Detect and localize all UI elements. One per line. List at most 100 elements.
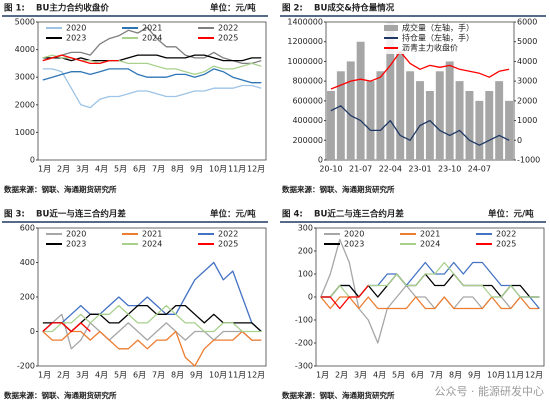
x-tick-label: 5月 bbox=[114, 165, 127, 174]
y2-tick-label: 0 bbox=[517, 136, 522, 145]
series-line bbox=[320, 238, 540, 344]
legend-label: 2021 bbox=[142, 230, 162, 239]
y-tick-label: 800000 bbox=[292, 77, 323, 86]
y-tick-label: 100 bbox=[298, 270, 313, 279]
y-tick-label: 200000 bbox=[292, 136, 323, 145]
y2-tick-label: 2000 bbox=[517, 96, 537, 105]
series-line bbox=[42, 26, 262, 65]
bar bbox=[455, 81, 464, 160]
legend-label: 2025 bbox=[218, 240, 238, 249]
x-tick-label: 21-07 bbox=[349, 165, 372, 174]
source-note: 数据来源：钢联、海通期货研究所 bbox=[4, 390, 117, 400]
x-tick-label: 22-04 bbox=[379, 165, 402, 174]
x-tick-label: 11月 bbox=[506, 371, 524, 380]
y-tick-label: 5000 bbox=[15, 18, 35, 27]
chart-title: BU近一与连三合约月差 bbox=[36, 209, 126, 220]
legend-label: 2024 bbox=[420, 240, 440, 249]
source-note: 数据来源：钢联、海通期货研究所 bbox=[282, 390, 395, 400]
series-line bbox=[42, 68, 262, 109]
bar bbox=[465, 91, 474, 160]
figure-label: 图 3: bbox=[4, 210, 25, 220]
bar bbox=[475, 100, 484, 160]
x-tick-label: 2月 bbox=[57, 165, 70, 174]
legend-label: 2023 bbox=[344, 240, 364, 249]
x-tick-label: 6月 bbox=[411, 371, 424, 380]
chart-title: BU成交&持仓量情况 bbox=[314, 3, 395, 14]
series-line bbox=[320, 285, 369, 310]
unit-label: 单位：元/吨 bbox=[488, 209, 534, 220]
series-line bbox=[330, 105, 510, 146]
x-tick-label: 2月 bbox=[335, 371, 348, 380]
y-tick-label: -200 bbox=[295, 339, 313, 348]
x-tick-label: 10月 bbox=[209, 371, 227, 380]
y2-tick-label: -1000 bbox=[517, 156, 540, 165]
legend-label: 沥青主力收盘价 bbox=[402, 43, 458, 53]
legend-label: 2023 bbox=[66, 240, 86, 249]
bar bbox=[346, 61, 355, 160]
y-tick-label: 600 bbox=[20, 224, 35, 233]
y-tick-label: 600000 bbox=[292, 96, 323, 105]
source-note: 数据来源：钢联、海通期货研究所 bbox=[282, 184, 395, 194]
watermark: 公众号 · 能源研发中心 bbox=[435, 384, 545, 398]
x-tick-label: 8月 bbox=[449, 371, 462, 380]
figure-label: 图 2: bbox=[282, 4, 303, 14]
bar bbox=[336, 71, 345, 160]
bar bbox=[406, 71, 415, 160]
x-tick-label: 1月 bbox=[38, 165, 51, 174]
unit-label: 单位：元/吨 bbox=[210, 209, 256, 220]
y-tick-label: 1200000 bbox=[287, 37, 323, 46]
y-tick-label: 0 bbox=[30, 156, 35, 165]
series-line bbox=[320, 296, 540, 310]
y-tick-label: 0 bbox=[30, 327, 35, 336]
series-line bbox=[42, 68, 262, 84]
y-tick-label: 300 bbox=[298, 224, 313, 233]
legend-swatch bbox=[384, 25, 398, 31]
x-tick-label: 7月 bbox=[152, 371, 165, 380]
x-tick-label: 2月 bbox=[57, 371, 70, 380]
legend-label: 2025 bbox=[218, 34, 238, 43]
x-tick-label: 4月 bbox=[95, 165, 108, 174]
series-line bbox=[42, 313, 262, 350]
unit-label: 单位：元/吨 bbox=[210, 3, 256, 14]
x-tick-label: 9月 bbox=[190, 371, 203, 380]
y-tick-label: 0 bbox=[318, 156, 323, 165]
x-tick-label: 10月 bbox=[487, 371, 505, 380]
x-tick-label: 4月 bbox=[95, 371, 108, 380]
x-tick-label: 7月 bbox=[152, 165, 165, 174]
bar bbox=[495, 81, 504, 160]
x-tick-label: 4月 bbox=[373, 371, 386, 380]
chart-title: BU主力合约收盘价 bbox=[36, 3, 109, 14]
y2-tick-label: 1000 bbox=[517, 116, 537, 125]
bar bbox=[386, 22, 395, 160]
y-tick-label: 4000 bbox=[15, 45, 35, 54]
x-tick-label: 24-07 bbox=[468, 165, 491, 174]
x-tick-label: 23-01 bbox=[408, 165, 431, 174]
bar bbox=[366, 81, 375, 160]
x-tick-label: 12月 bbox=[525, 371, 543, 380]
bar bbox=[445, 61, 454, 160]
bar bbox=[356, 41, 365, 160]
x-tick-label: 20-10 bbox=[319, 165, 342, 174]
series-line bbox=[330, 50, 510, 90]
legend-label: 2021 bbox=[142, 24, 162, 33]
x-tick-label: 3月 bbox=[76, 371, 89, 380]
bar bbox=[376, 71, 385, 160]
bar bbox=[425, 91, 434, 160]
legend-label: 成交量（左轴，手） bbox=[402, 23, 474, 33]
chart-title: BU近二与连三合约月差 bbox=[314, 209, 404, 220]
legend-label: 2024 bbox=[142, 34, 162, 43]
x-tick-label: 12月 bbox=[247, 165, 265, 174]
x-tick-label: 1月 bbox=[316, 371, 329, 380]
figure-label: 图 1: bbox=[4, 4, 25, 14]
legend-label: 2021 bbox=[420, 230, 440, 239]
x-tick-label: 5月 bbox=[392, 371, 405, 380]
legend-label: 2022 bbox=[496, 230, 516, 239]
x-tick-label: 8月 bbox=[171, 165, 184, 174]
bar bbox=[485, 91, 494, 160]
legend-label: 2020 bbox=[66, 24, 86, 33]
legend-label: 2025 bbox=[496, 240, 516, 249]
series-line bbox=[42, 54, 119, 65]
